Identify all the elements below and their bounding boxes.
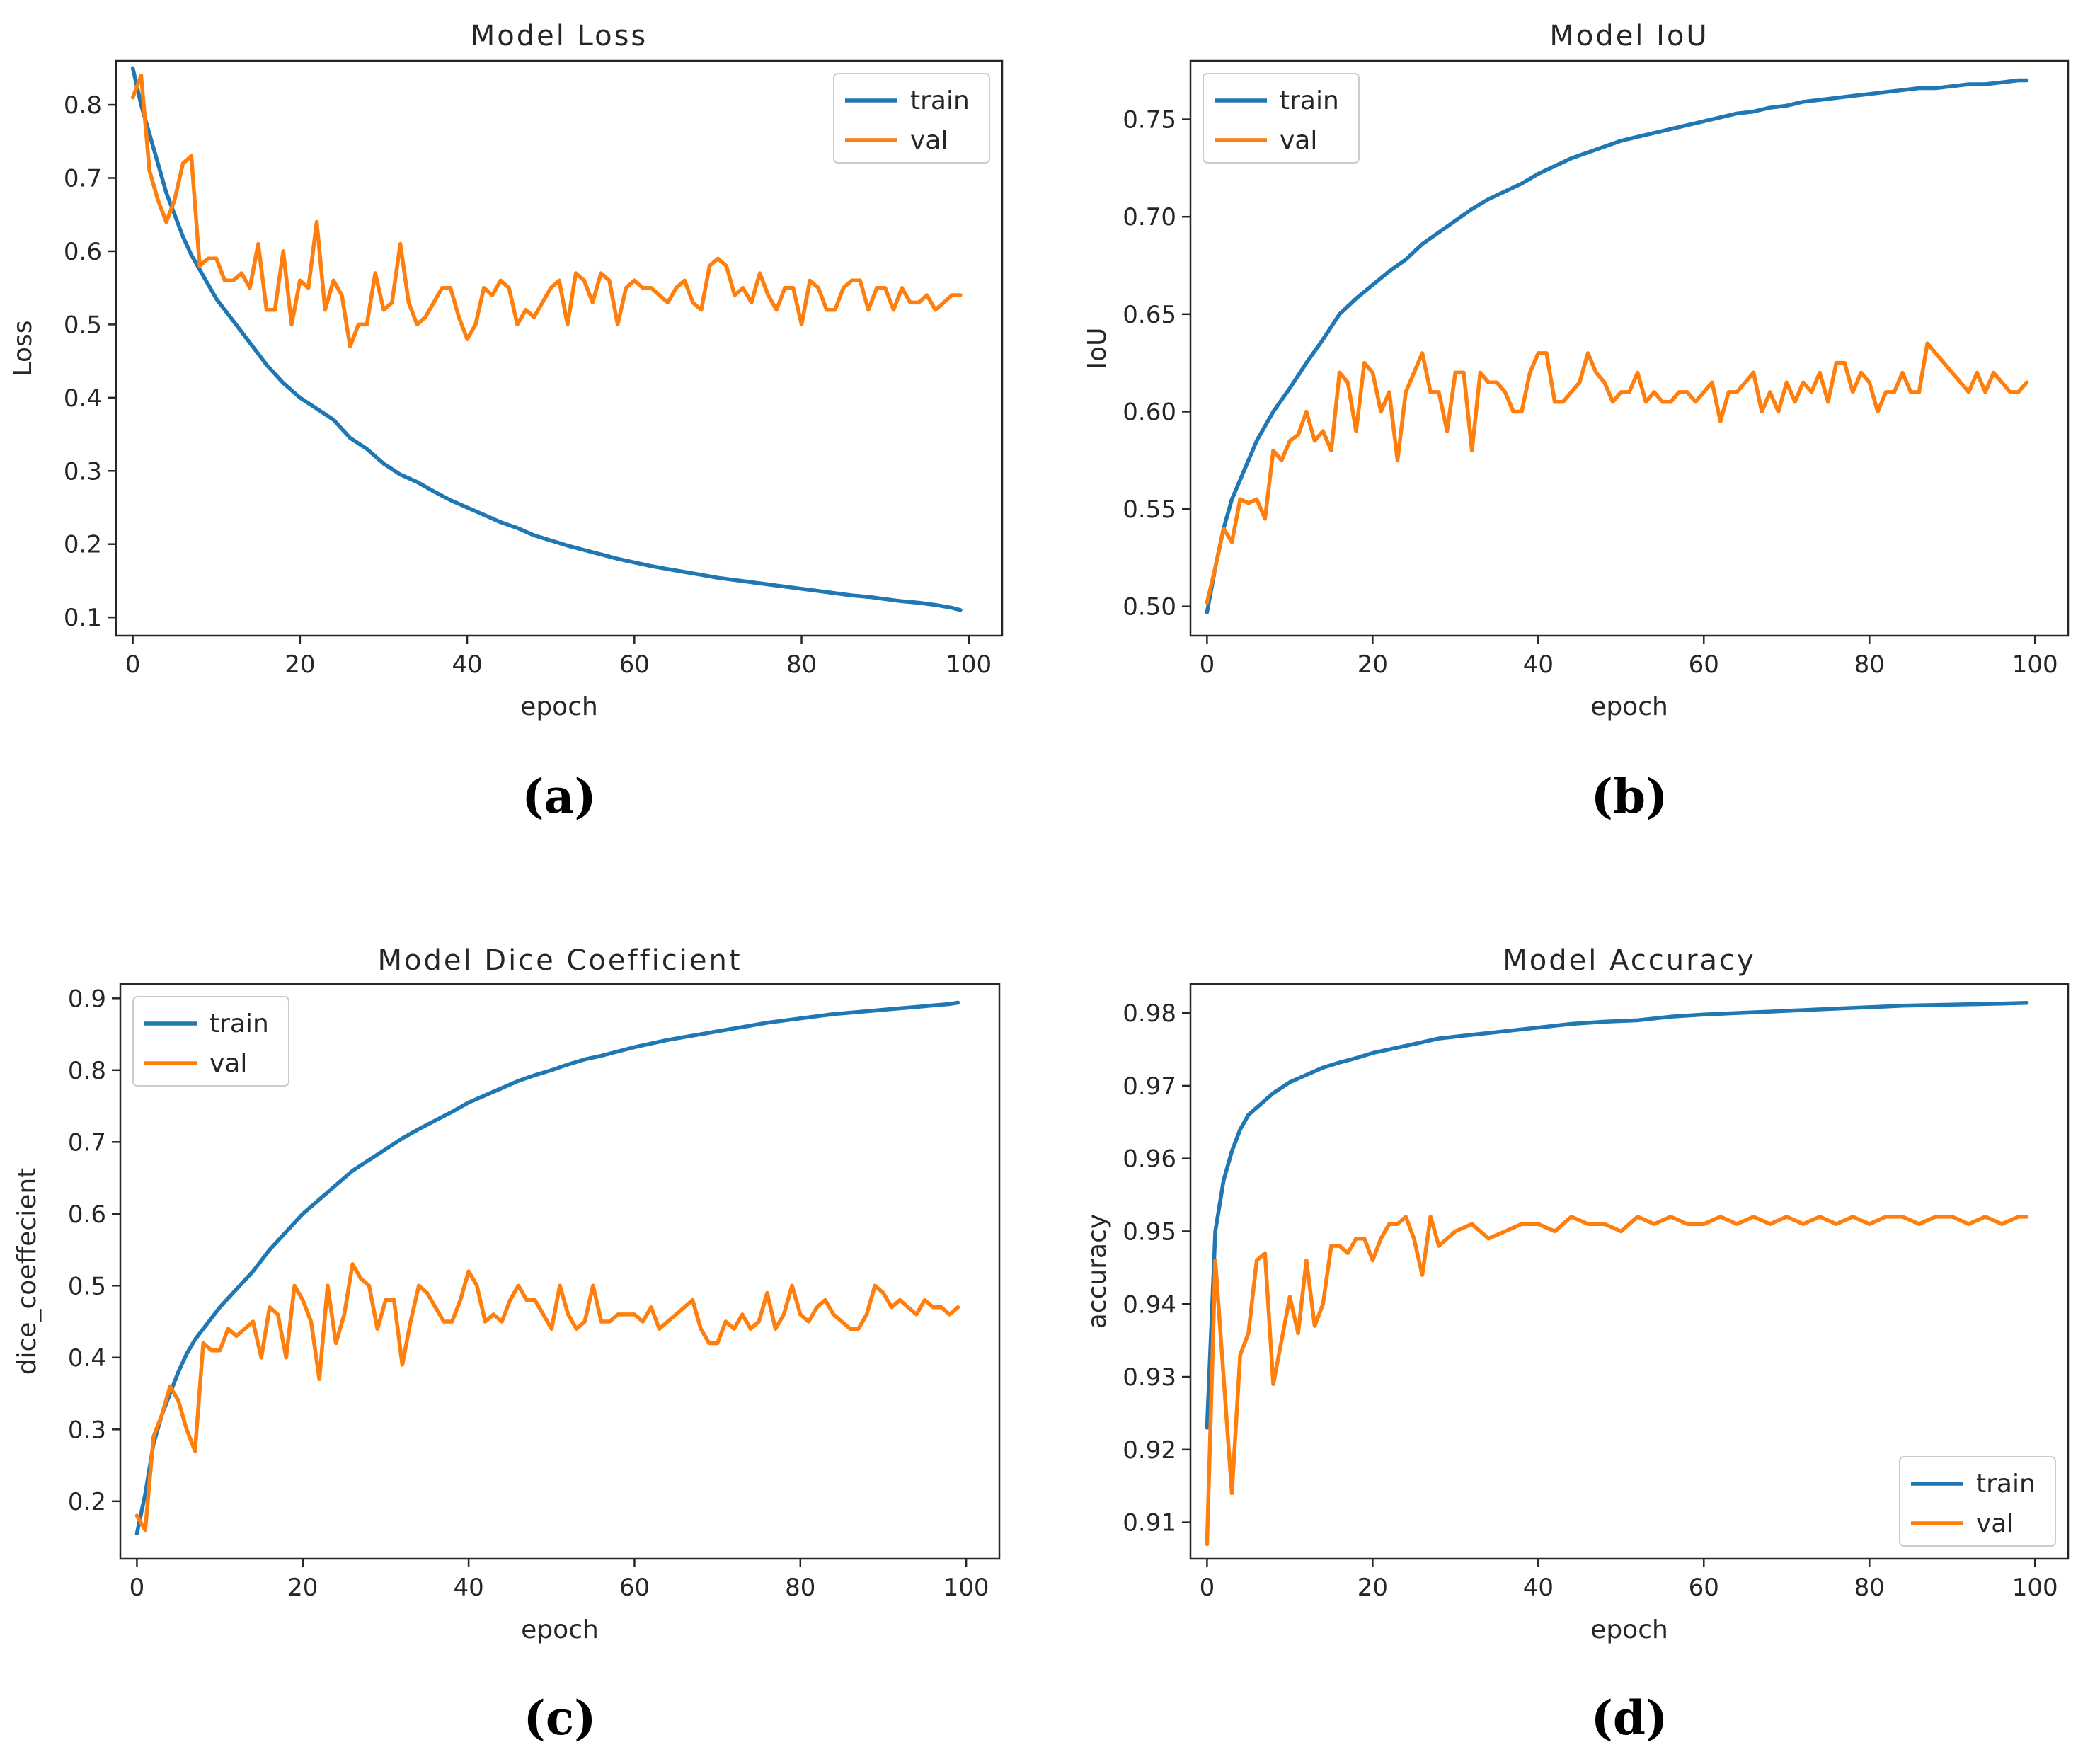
x-tick-label: 60 <box>619 1574 650 1602</box>
x-tick-label: 20 <box>1358 651 1388 679</box>
x-tick-label: 80 <box>1854 651 1885 679</box>
y-tick-label: 0.5 <box>64 311 102 339</box>
y-tick-label: 0.55 <box>1123 496 1176 524</box>
chart-title: Model IoU <box>1549 20 1709 52</box>
y-tick-label: 0.94 <box>1123 1290 1176 1319</box>
y-tick-label: 0.4 <box>64 384 102 413</box>
y-tick-label: 0.93 <box>1123 1363 1176 1392</box>
x-tick-label: 60 <box>619 651 650 679</box>
y-tick-label: 0.70 <box>1123 203 1176 231</box>
x-tick-label: 60 <box>1689 1574 1719 1602</box>
panel-caption: (d) <box>1591 1690 1668 1746</box>
y-axis-label: accuracy <box>1083 1214 1112 1329</box>
legend: train val <box>132 996 289 1087</box>
y-tick-label: 0.92 <box>1123 1436 1176 1465</box>
x-tick-label: 0 <box>1200 1574 1215 1602</box>
y-tick-label: 0.98 <box>1123 1000 1176 1028</box>
y-tick-label: 0.6 <box>64 238 102 266</box>
x-axis-label: epoch <box>521 1615 599 1644</box>
chart-panel-b: 0 20 40 60 80 100 0.50 0.55 0.60 0.65 0.70 0.75 Mode… <box>1083 20 2070 824</box>
series-line-val <box>134 1262 960 1533</box>
y-tick-label: 0.2 <box>68 1488 106 1516</box>
chart-title: Model Accuracy <box>1503 944 1755 977</box>
y-tick-label: 0.9 <box>68 985 106 1013</box>
panel-caption: (c) <box>524 1690 597 1746</box>
panel-caption: (a) <box>522 769 596 824</box>
x-tick-label: 60 <box>1689 651 1719 679</box>
x-tick-label: 80 <box>785 1574 815 1602</box>
y-tick-label: 0.5 <box>68 1272 106 1300</box>
x-axis-label: epoch <box>1590 692 1668 721</box>
y-axis-label: dice_coeffecient <box>13 1168 42 1375</box>
x-tick-label: 40 <box>1523 1574 1554 1602</box>
legend-label-val: val <box>210 1049 247 1078</box>
series-line-train <box>1205 78 2029 614</box>
y-tick-label: 0.2 <box>64 531 102 559</box>
legend-label-train: train <box>1976 1470 2036 1499</box>
legend-label-train: train <box>1280 86 1339 115</box>
x-tick-label: 20 <box>1358 1574 1388 1602</box>
x-tick-label: 0 <box>130 1574 145 1602</box>
x-tick-label: 100 <box>2012 1574 2058 1602</box>
y-tick-label: 0.75 <box>1123 106 1176 134</box>
series-line-val <box>1205 1215 2029 1547</box>
y-tick-label: 0.3 <box>68 1416 106 1444</box>
chart-title: Model Loss <box>471 20 648 52</box>
series-line-train <box>134 1000 960 1536</box>
y-tick-label: 0.3 <box>64 457 102 486</box>
y-tick-label: 0.1 <box>64 604 102 632</box>
panel-caption: (b) <box>1591 769 1668 824</box>
y-tick-label: 0.7 <box>68 1128 106 1157</box>
y-tick-label: 0.7 <box>64 165 102 193</box>
series-line-train <box>130 66 963 612</box>
plot-frame <box>1189 59 2070 637</box>
x-tick-label: 40 <box>453 1574 483 1602</box>
chart-title: Model Dice Coefficient <box>377 944 742 977</box>
legend-label-train: train <box>210 1009 269 1038</box>
y-tick-label: 0.97 <box>1123 1072 1176 1101</box>
x-axis-label: epoch <box>1590 1615 1668 1644</box>
legend: train val <box>833 73 990 164</box>
y-axis-label: IoU <box>1083 328 1112 370</box>
legend-label-train: train <box>910 86 970 115</box>
y-tick-label: 0.91 <box>1123 1509 1176 1537</box>
x-tick-label: 40 <box>1523 651 1554 679</box>
x-tick-label: 20 <box>285 651 315 679</box>
y-tick-label: 0.95 <box>1123 1218 1176 1246</box>
y-tick-label: 0.96 <box>1123 1145 1176 1174</box>
y-tick-label: 0.50 <box>1123 593 1176 622</box>
x-tick-label: 80 <box>786 651 817 679</box>
x-tick-label: 0 <box>1200 651 1215 679</box>
y-tick-label: 0.60 <box>1123 398 1176 426</box>
x-tick-label: 0 <box>125 651 141 679</box>
series-line-train <box>1205 1000 2029 1430</box>
x-tick-label: 40 <box>452 651 482 679</box>
y-tick-label: 0.8 <box>64 91 102 120</box>
legend-label-val: val <box>910 126 948 155</box>
legend-label-val: val <box>1976 1509 2014 1538</box>
chart-panel-c: 0 20 40 60 80 100 0.2 0.3 0.4 0.5 0.6 0.7 0.8 0.9 Mode… <box>13 944 1001 1746</box>
x-tick-label: 80 <box>1854 1574 1885 1602</box>
series-line-val <box>1205 341 2029 605</box>
y-tick-label: 0.65 <box>1123 301 1176 329</box>
legend: train val <box>1899 1456 2056 1547</box>
x-axis-label: epoch <box>520 692 598 721</box>
series-line-val <box>130 73 963 349</box>
y-tick-label: 0.6 <box>68 1201 106 1229</box>
y-tick-label: 0.4 <box>68 1344 106 1373</box>
x-tick-label: 20 <box>287 1574 318 1602</box>
chart-panel-d: 0 20 40 60 80 100 0.91 0.92 0.93 0.94 0.95 0.96 0.97… <box>1083 944 2070 1746</box>
chart-panel-a: 0 20 40 60 80 100 0.1 0.2 0.3 0.4 0.5 0.6 0.7 0.8 Mode… <box>8 20 1004 824</box>
plot-frame <box>115 59 1004 637</box>
plot-frame <box>119 983 1001 1560</box>
x-tick-label: 100 <box>943 1574 989 1602</box>
legend: train val <box>1203 73 1360 164</box>
y-axis-label: Loss <box>8 321 38 377</box>
legend-label-val: val <box>1280 126 1317 155</box>
plot-frame <box>1189 983 2070 1560</box>
x-tick-label: 100 <box>946 651 992 679</box>
y-tick-label: 0.8 <box>68 1057 106 1085</box>
x-tick-label: 100 <box>2012 651 2058 679</box>
